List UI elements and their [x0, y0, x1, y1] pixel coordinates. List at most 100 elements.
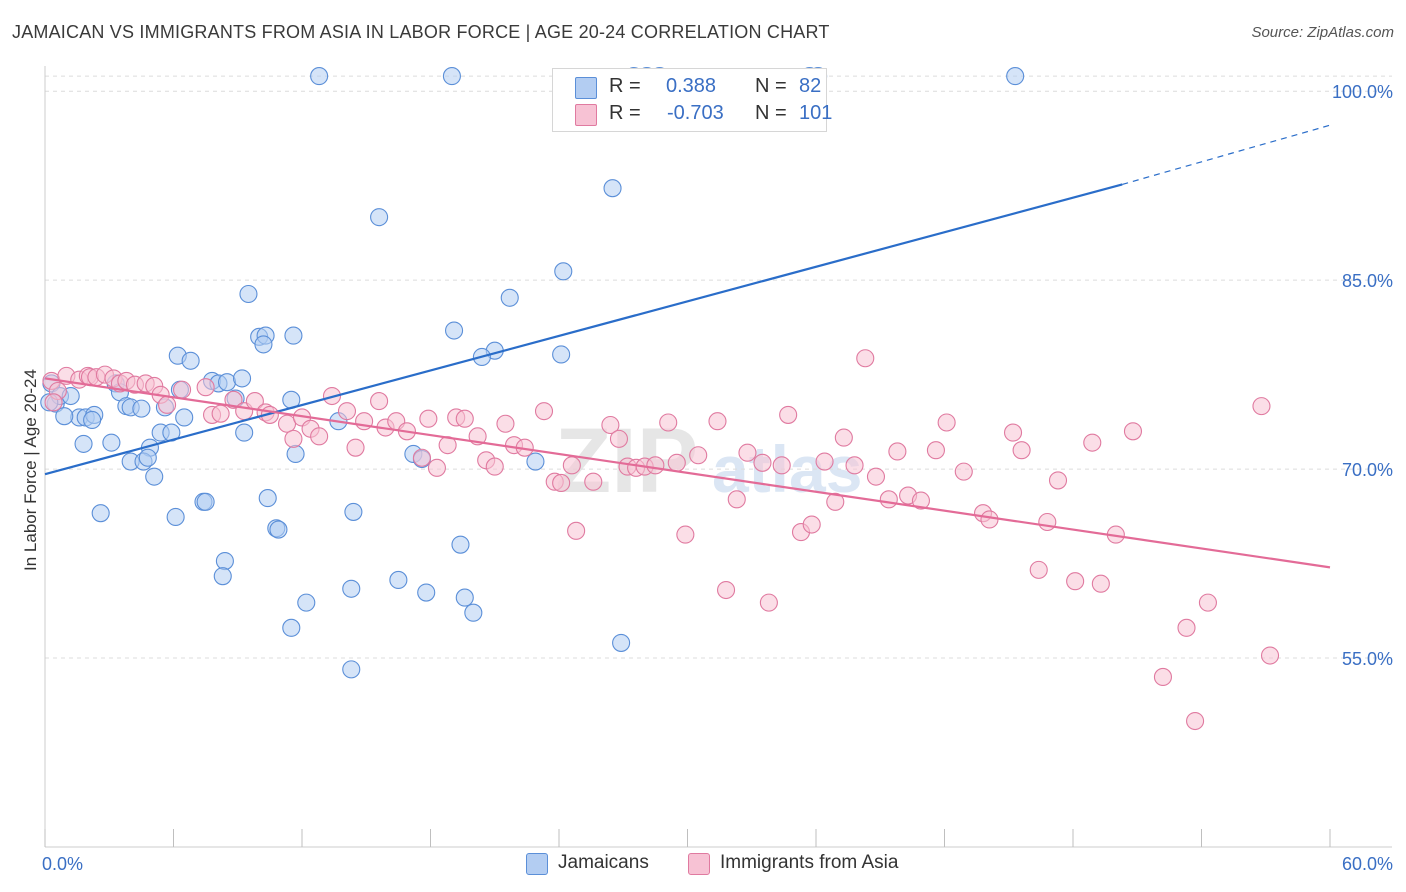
data-point-jamaicans — [217, 373, 237, 392]
y-axis-label: In Labor Force | Age 20-24 — [21, 369, 40, 571]
data-point-jamaicans — [442, 67, 461, 86]
trend-lines — [44, 124, 1331, 569]
data-point-asia — [716, 580, 736, 600]
data-point-asia — [815, 452, 834, 471]
y-tick-label: 70.0% — [1342, 460, 1393, 480]
data-point-asia — [937, 413, 956, 432]
data-point-asia — [427, 458, 446, 477]
data-point-asia — [601, 415, 620, 435]
axes — [44, 66, 1392, 848]
data-point-jamaicans — [145, 467, 164, 486]
data-point-asia — [412, 448, 431, 467]
data-point-jamaicans — [310, 67, 329, 86]
data-point-asia — [772, 456, 791, 475]
data-point-jamaicans — [166, 507, 185, 527]
data-point-jamaicans — [445, 321, 464, 340]
data-point-jamaicans — [344, 502, 363, 521]
legend-r-value-asia: -0.703 — [667, 102, 724, 124]
data-point-jamaicans — [552, 345, 571, 364]
data-point-asia — [845, 456, 864, 475]
data-point-jamaicans — [239, 284, 258, 304]
data-point-jamaicans — [286, 444, 305, 464]
data-point-asia — [44, 393, 63, 412]
bottom-legend-label-asia: Immigrants from Asia — [720, 852, 899, 873]
data-point-asia — [310, 427, 329, 446]
data-point-asia — [584, 472, 603, 491]
x-tick-label: 60.0% — [1342, 854, 1393, 874]
data-point-asia — [954, 462, 973, 481]
data-point-asia — [708, 412, 727, 431]
data-point-asia — [1029, 560, 1048, 579]
data-point-asia — [534, 402, 554, 421]
data-point-jamaicans — [91, 504, 110, 523]
data-point-jamaicans — [370, 208, 389, 227]
data-point-asia — [856, 349, 875, 368]
data-point-jamaicans — [455, 588, 474, 607]
data-point-asia — [158, 395, 177, 414]
data-point-asia — [1048, 471, 1068, 490]
data-point-asia — [370, 392, 389, 411]
data-point-asia — [826, 492, 845, 511]
data-point-asia — [879, 490, 898, 509]
data-point-asia — [834, 428, 853, 447]
data-point-jamaicans — [232, 369, 252, 388]
data-point-jamaicans — [526, 452, 545, 471]
legend-n-label: N = — [755, 102, 787, 124]
data-point-asia — [659, 413, 678, 432]
bottom-legend-swatch-asia — [688, 853, 710, 875]
data-point-jamaicans — [603, 179, 622, 198]
data-point-asia — [173, 380, 192, 399]
data-point-asia — [196, 378, 215, 397]
data-point-asia — [284, 429, 303, 448]
data-point-asia — [1083, 433, 1102, 452]
legend-n-value-jamaicans: 82 — [799, 75, 822, 97]
data-point-asia — [346, 438, 365, 457]
data-point-jamaicans — [102, 433, 121, 452]
data-point-asia — [1260, 646, 1280, 665]
bottom-legend-swatch-jamaicans — [526, 853, 548, 875]
data-point-jamaicans — [254, 335, 273, 354]
data-point-asia — [1177, 618, 1196, 637]
data-point-asia — [1252, 397, 1271, 416]
data-point-jamaicans — [138, 448, 157, 467]
data-point-asia — [738, 443, 757, 462]
legend-swatch-asia — [575, 104, 597, 126]
data-point-asia — [911, 491, 930, 510]
data-point-jamaicans — [258, 489, 277, 508]
data-point-jamaicans — [132, 399, 151, 418]
trend-line-jamaicans — [44, 183, 1123, 476]
data-point-asia — [1066, 572, 1085, 591]
data-point-asia — [759, 593, 778, 612]
data-point-jamaicans — [83, 410, 102, 430]
data-point-asia — [926, 441, 945, 460]
correlation-legend: R = 0.388 N = 82 R = -0.703 N = 101 — [552, 68, 832, 132]
data-point-asia — [609, 429, 629, 448]
tick-labels: 55.0% 70.0% 85.0% 100.0% 0.0% 60.0% — [42, 82, 1393, 874]
legend-r-value-jamaicans: 0.388 — [666, 75, 717, 97]
x-tick-label: 0.0% — [42, 854, 83, 874]
data-point-asia — [888, 442, 907, 461]
data-point-asia — [753, 453, 772, 472]
legend-r-label: R = — [609, 102, 641, 124]
data-point-jamaicans — [282, 618, 301, 637]
data-point-jamaicans — [215, 552, 234, 571]
trend-line-jamaicans-extension — [1122, 124, 1331, 185]
data-point-jamaicans — [464, 603, 483, 622]
data-point-jamaicans — [181, 351, 200, 370]
data-point-jamaicans — [284, 326, 303, 345]
y-tick-label: 55.0% — [1342, 649, 1393, 669]
data-point-asia — [1091, 574, 1110, 593]
data-points — [40, 67, 1280, 731]
data-point-asia — [1003, 423, 1023, 442]
data-point-asia — [1012, 441, 1031, 460]
data-point-jamaicans — [342, 660, 361, 679]
legend-n-value-asia: 101 — [799, 102, 833, 124]
chart-title: JAMAICAN VS IMMIGRANTS FROM ASIA IN LABO… — [12, 22, 830, 42]
legend-n-label: N = — [755, 75, 787, 97]
data-point-asia — [667, 453, 686, 472]
data-point-jamaicans — [342, 579, 361, 598]
data-point-asia — [211, 404, 230, 423]
bottom-legend-label-jamaicans: Jamaicans — [558, 852, 649, 873]
data-point-asia — [802, 515, 821, 534]
